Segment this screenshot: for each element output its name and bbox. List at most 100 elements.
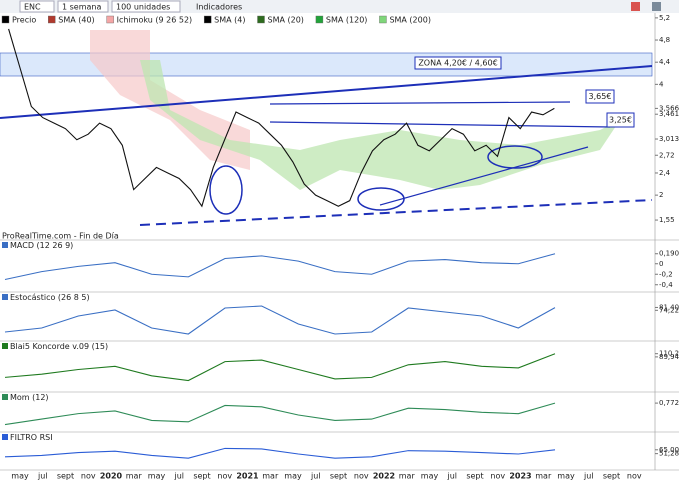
x-tick-label: sept xyxy=(603,472,620,481)
ichimoku-cloud xyxy=(140,60,620,190)
legend: Precio SMA (40) Ichimoku (9 26 52) SMA (4) S… xyxy=(1,15,431,25)
annotation: ZONA 4,20€ / 4,60€ xyxy=(418,59,497,68)
legend-label: SMA (4) xyxy=(214,16,245,25)
highlight-circle xyxy=(357,187,405,211)
legend-swatch xyxy=(315,15,324,24)
trendline xyxy=(139,199,653,226)
x-tick-label: may xyxy=(421,472,439,481)
x-tick-label: 2022 xyxy=(373,472,395,481)
legend-swatch xyxy=(203,15,212,24)
price-line xyxy=(8,28,555,208)
symbol-box[interactable] xyxy=(19,0,55,13)
period-box[interactable] xyxy=(57,0,109,13)
highlight-circle xyxy=(487,145,543,169)
units-box[interactable] xyxy=(111,0,181,13)
y-tick-label: 2 xyxy=(659,191,663,199)
x-tick-label: mar xyxy=(262,472,279,481)
indicators[interactable]: Indicadores xyxy=(196,3,242,12)
y-tick-label: 89,94 xyxy=(659,353,679,361)
x-tick-label: jul xyxy=(583,472,594,481)
panel-icon xyxy=(2,343,8,349)
annotation-box xyxy=(585,89,615,104)
indicator-line xyxy=(4,305,556,335)
y-tick-label: 0,7725 xyxy=(659,399,679,407)
trendline xyxy=(0,65,653,119)
y-tick-label: 5,2 xyxy=(659,14,670,22)
y-tick-label: -0,2 xyxy=(659,270,673,278)
x-tick-label: nov xyxy=(81,472,96,481)
y-tick-label: 4 xyxy=(659,80,664,88)
x-tick-label: mar xyxy=(535,472,552,481)
x-tick-label: mar xyxy=(399,472,416,481)
y-tick-label: 4,8 xyxy=(659,36,670,44)
legend-swatch xyxy=(257,15,265,24)
panel-title: Mom (12) xyxy=(10,393,49,402)
annotation-box xyxy=(414,56,502,70)
legend-swatch xyxy=(1,15,10,24)
panel-title: Blai5 Koncorde v.09 (15) xyxy=(10,342,108,351)
indicator-line xyxy=(4,253,556,281)
symbol[interactable]: ENC xyxy=(24,3,41,12)
x-tick-label: nov xyxy=(217,472,232,481)
legend-label: Ichimoku (9 26 52) xyxy=(117,16,193,25)
y-tick-label: 65,00 xyxy=(659,446,679,454)
x-tick-label: sept xyxy=(466,472,483,481)
y-tick-label: 110,2 xyxy=(659,350,679,358)
y-tick-label: 0,1905 xyxy=(659,250,679,258)
panel-icon xyxy=(2,242,8,248)
period[interactable]: 1 semana xyxy=(62,3,101,12)
legend-swatch xyxy=(48,15,56,24)
highlight-circle xyxy=(209,165,243,215)
legend-swatch xyxy=(106,15,114,24)
y-tick-label: 0 xyxy=(659,260,663,268)
source-label: ProRealTime.com - Fin de Día xyxy=(2,232,119,241)
y-tick-label: 3,566 xyxy=(659,104,679,112)
annotation-box xyxy=(606,112,635,128)
x-tick-label: jul xyxy=(446,472,457,481)
x-tick-label: jul xyxy=(310,472,321,481)
legend-label: SMA (200) xyxy=(389,16,431,25)
trendline xyxy=(379,146,589,206)
indicator-line xyxy=(4,353,556,382)
indicator-line xyxy=(4,447,556,459)
y-tick-label: 2,4 xyxy=(659,169,671,177)
y-tick-label: 3,013 xyxy=(659,135,679,143)
panel-icon xyxy=(2,394,8,400)
x-tick-label: jul xyxy=(37,472,48,481)
panel-title: MACD (12 26 9) xyxy=(10,241,73,250)
x-tick-label: nov xyxy=(354,472,369,481)
y-tick-label: 3,461 xyxy=(659,110,679,118)
legend-label: SMA (20) xyxy=(268,16,304,25)
x-tick-label: 2023 xyxy=(509,472,531,481)
y-tick-label: -0,4 xyxy=(659,281,673,289)
x-tick-label: jul xyxy=(173,472,184,481)
x-tick-label: may xyxy=(284,472,302,481)
panel-title: Estocástico (26 8 5) xyxy=(10,293,90,302)
annotation: 3,65€ xyxy=(589,92,612,101)
support-line xyxy=(269,121,611,128)
y-tick-label: 81,40 xyxy=(659,303,679,311)
y-tick-label: 4,4 xyxy=(659,58,671,66)
x-tick-label: may xyxy=(557,472,575,481)
x-tick-label: may xyxy=(148,472,166,481)
indicator-line xyxy=(4,402,556,426)
y-tick-label: 74,22 xyxy=(659,306,679,314)
legend-label: Precio xyxy=(12,16,36,25)
legend-label: SMA (40) xyxy=(58,16,94,25)
y-tick-label: 1,55 xyxy=(659,216,675,224)
x-tick-label: nov xyxy=(490,472,505,481)
annotation: 3,25€ xyxy=(609,116,632,125)
x-tick-label: may xyxy=(11,472,29,481)
x-tick-label: mar xyxy=(126,472,143,481)
legend-swatch xyxy=(379,15,387,24)
x-tick-label: 2021 xyxy=(236,472,259,481)
toolbar-icon[interactable] xyxy=(652,2,661,11)
y-tick-label: 51,28 xyxy=(659,450,679,458)
units[interactable]: 100 unidades xyxy=(116,3,170,12)
x-tick-label: sept xyxy=(57,472,74,481)
toolbar-icon[interactable] xyxy=(631,2,640,11)
panel-icon xyxy=(2,294,8,300)
resistance-line xyxy=(269,101,571,105)
y-tick-label: 2,72 xyxy=(659,151,675,159)
